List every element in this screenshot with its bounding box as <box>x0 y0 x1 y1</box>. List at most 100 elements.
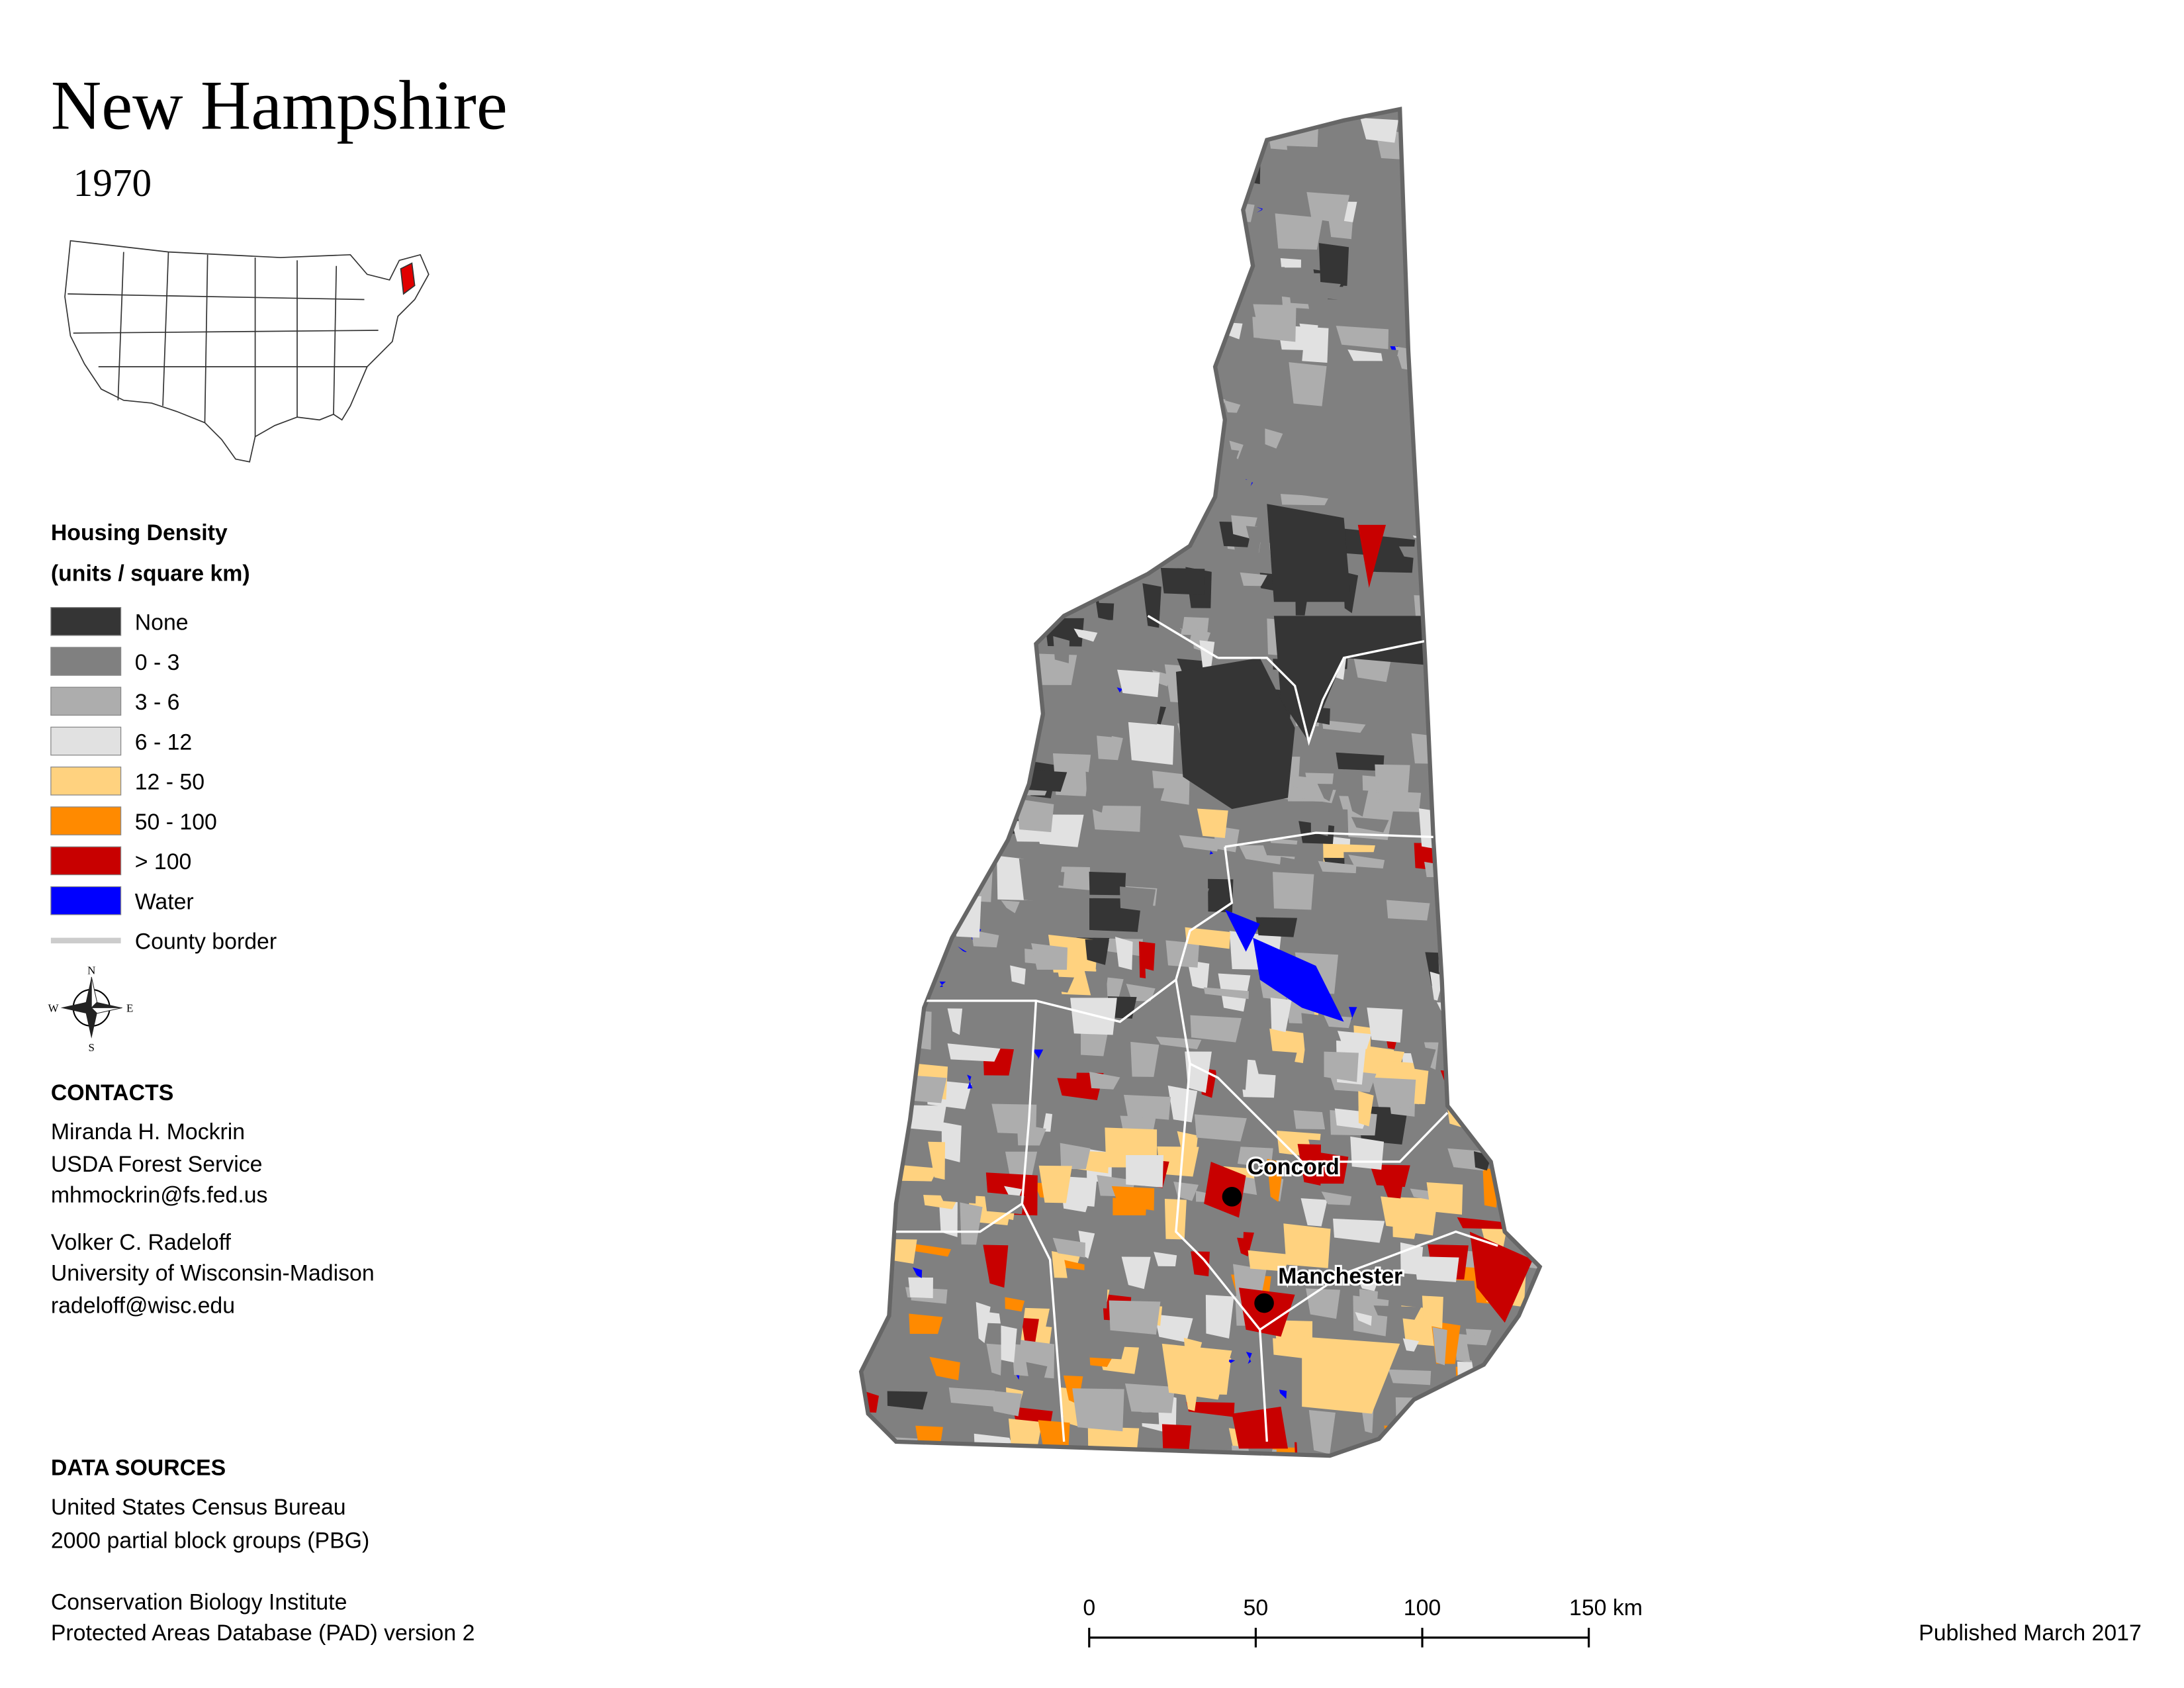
density-patch <box>1038 1165 1072 1203</box>
density-patch <box>1437 751 1467 763</box>
density-patch <box>1422 1295 1443 1329</box>
density-patch <box>1475 966 1483 978</box>
density-patch <box>1479 655 1507 683</box>
density-patch <box>1451 689 1486 710</box>
density-patch <box>1161 174 1210 199</box>
contact-org: USDA Forest Service <box>51 1152 263 1177</box>
density-patch <box>861 1039 889 1058</box>
density-patch <box>886 118 929 152</box>
density-patch <box>1050 136 1095 168</box>
density-patch <box>1518 888 1540 932</box>
density-patch <box>1463 850 1489 896</box>
density-patch <box>1008 1418 1042 1450</box>
density-patch <box>939 981 946 988</box>
density-patch <box>1015 153 1038 182</box>
density-patch <box>1120 886 1156 912</box>
density-patch <box>1064 139 1108 169</box>
density-patch <box>1398 546 1420 559</box>
density-patch <box>1087 1427 1124 1441</box>
density-patch <box>1543 333 1572 361</box>
density-patch <box>1467 237 1485 257</box>
density-patch <box>1023 417 1066 449</box>
density-patch <box>1527 855 1540 867</box>
density-patch <box>1035 566 1064 586</box>
density-patch <box>1434 226 1445 237</box>
density-patch <box>874 436 924 465</box>
density-patch <box>1185 927 1230 949</box>
density-patch <box>1306 1288 1341 1319</box>
city-label: Concord <box>1248 1154 1340 1180</box>
density-patch <box>1434 489 1467 530</box>
density-patch <box>1372 1077 1416 1108</box>
density-patch <box>1514 1175 1529 1205</box>
density-patch <box>1096 733 1123 761</box>
density-area <box>1253 937 1344 1022</box>
county-borders <box>895 614 1498 1442</box>
density-patch <box>1444 502 1496 537</box>
contact-email: mhmockrin@fs.fed.us <box>51 1182 268 1207</box>
legend-swatch <box>50 846 122 876</box>
density-patch <box>1369 1164 1410 1188</box>
density-patch <box>1455 1076 1494 1107</box>
density-patch <box>1500 1402 1533 1416</box>
density-patch <box>1476 827 1520 850</box>
density-patch <box>899 571 939 606</box>
density-patch <box>1289 362 1327 406</box>
density-patch <box>995 289 1003 305</box>
density-patch <box>1310 1151 1349 1184</box>
density-patch <box>1306 192 1350 224</box>
density-patch <box>1543 248 1586 281</box>
density-patch <box>908 1277 933 1299</box>
legend-label: Water <box>135 889 194 914</box>
density-patch <box>889 535 932 551</box>
contact-name: Miranda H. Mockrin <box>51 1119 245 1145</box>
density-patch <box>1123 135 1175 150</box>
density-patch <box>1462 790 1480 821</box>
density-patch <box>997 151 1024 169</box>
density-patch <box>1520 1385 1540 1421</box>
density-patch <box>1497 1357 1520 1391</box>
density-patch <box>1374 571 1398 610</box>
density-patch <box>917 858 938 890</box>
source-line: Conservation Biology Institute <box>51 1590 347 1615</box>
density-patch <box>1380 349 1398 385</box>
density-patch <box>1479 956 1501 987</box>
density-patch <box>1154 1252 1177 1266</box>
density-patch <box>1452 373 1459 387</box>
density-patch <box>885 1096 901 1133</box>
density-patch <box>1299 323 1318 336</box>
density-patch <box>862 528 900 559</box>
density-patch <box>1084 971 1109 998</box>
density-patch <box>1186 1401 1235 1417</box>
density-patch <box>942 224 962 240</box>
density-patch <box>1545 1325 1592 1368</box>
density-patch <box>1460 1097 1505 1117</box>
density-patch <box>905 673 934 694</box>
density-patch <box>1081 365 1126 394</box>
density-patch <box>1310 804 1330 837</box>
legend-label: 3 - 6 <box>135 690 180 715</box>
density-patch <box>1532 966 1540 978</box>
density-patch <box>1473 784 1501 815</box>
density-patch <box>1463 880 1504 906</box>
density-patch <box>1449 874 1496 898</box>
density-patch <box>884 825 931 868</box>
density-patch <box>913 950 940 966</box>
density-patch <box>1128 720 1175 765</box>
density-patch <box>1457 840 1475 874</box>
density-patch <box>1467 995 1486 1015</box>
density-patch <box>1451 796 1494 836</box>
density-patch <box>1413 337 1439 363</box>
density-patch <box>1504 1020 1531 1057</box>
density-patch <box>865 389 907 428</box>
density-patch <box>1016 769 1068 792</box>
density-patch <box>1203 116 1237 156</box>
sources-title: DATA SOURCES <box>51 1456 226 1481</box>
density-patch <box>1510 481 1533 496</box>
density-patch <box>1203 987 1249 1000</box>
density-patch <box>1167 1085 1198 1123</box>
density-patch <box>1350 1136 1385 1170</box>
density-patch <box>986 1343 1002 1376</box>
density-patch <box>970 474 1013 508</box>
density-patch <box>1414 843 1465 873</box>
